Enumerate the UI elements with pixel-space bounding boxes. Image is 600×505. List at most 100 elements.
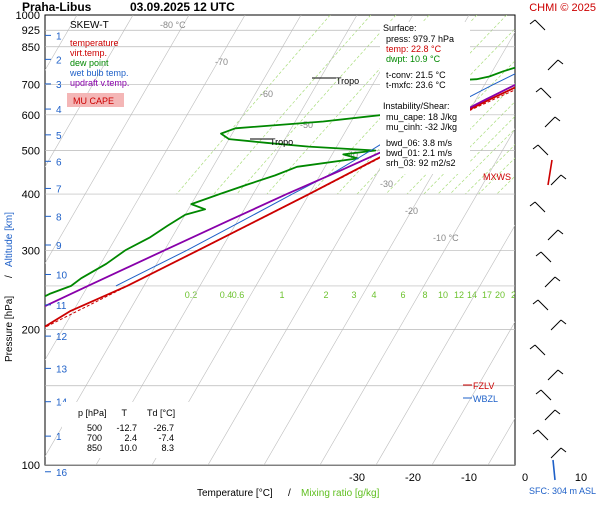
mixing-ratio-label: 0.6 xyxy=(232,290,245,300)
pressure-tick-label: 500 xyxy=(22,145,40,157)
sfc-label: SFC: 304 m ASL xyxy=(529,486,596,496)
wind-barb-staff xyxy=(540,251,552,263)
wind-barb-flag xyxy=(560,174,567,180)
x-axis-mixing-label: Mixing ratio [g/kg] xyxy=(301,488,380,499)
mixing-ratio-label: 0.4 xyxy=(220,290,233,300)
wind-barb-flag xyxy=(554,276,561,282)
wind-barb-flag xyxy=(535,251,542,257)
y-axis-label: Pressure [hPa] xyxy=(4,296,15,362)
altitude-tick-label: 13 xyxy=(56,364,68,375)
shear-title: Instability/Shear: xyxy=(383,101,450,111)
mixing-ratio-label: 12 xyxy=(454,290,464,300)
wind-barb-flag xyxy=(554,409,561,415)
y-axis-title: Pressure [hPa] / Altitude [km] xyxy=(4,212,15,362)
isotherm-label: -50 xyxy=(300,120,313,130)
sounding-datetime: 03.09.2025 12 UTC xyxy=(130,0,235,14)
wind-barb-flag xyxy=(554,116,561,122)
wind-barb-staff xyxy=(544,116,556,128)
srh-03-value: srh_03: 92 m2/s2 xyxy=(386,158,456,168)
wind-barb-staff xyxy=(537,299,549,311)
wind-barb-flag xyxy=(560,319,567,325)
mixing-ratio-label: 4 xyxy=(371,290,376,300)
wind-barb-staff xyxy=(537,429,549,441)
wind-barb-flag xyxy=(557,229,564,235)
station-name: Praha-Libus xyxy=(22,0,92,14)
wind-barb-flag xyxy=(557,59,564,65)
isotherm-line xyxy=(45,15,246,361)
wind-barb-staff xyxy=(550,447,562,459)
table-header-p: p [hPa] xyxy=(78,408,107,418)
isotherm-line xyxy=(431,321,515,465)
temperature-tick-label: 10 xyxy=(575,472,587,484)
copyright: CHMI © 2025 xyxy=(529,2,596,14)
mixing-ratio-label: 1 xyxy=(279,290,284,300)
isotherm-line xyxy=(45,15,190,264)
tropo-label-upper: Tropo xyxy=(336,76,359,86)
wind-barb-flag xyxy=(529,344,536,350)
mixing-ratio-label: 17 xyxy=(482,290,492,300)
mixing-ratio-label: 25 xyxy=(511,290,521,300)
isotherm-line xyxy=(45,15,302,457)
chart-title: SKEW-T xyxy=(70,20,109,31)
isotherm-label: -10 °C xyxy=(433,233,459,243)
mu-cape-value: mu_cape: 18 J/kg xyxy=(386,112,457,122)
isotherm-line xyxy=(151,15,414,465)
wind-barb-staff xyxy=(550,174,562,186)
pressure-tick-label: 850 xyxy=(22,42,40,54)
wind-barb-staff xyxy=(534,19,546,31)
surface-tconv: t-conv: 21.5 °C xyxy=(386,70,446,80)
pressure-tick-label: 300 xyxy=(22,245,40,257)
table-row-850-t: 10.0 xyxy=(119,443,137,453)
mu-cape-badge: MU CAPE xyxy=(73,96,114,106)
mixing-ratio-label: 8 xyxy=(422,290,427,300)
legend: SKEW-T temperature virt.temp. dew point … xyxy=(67,20,129,107)
wind-barb-staff xyxy=(544,276,556,288)
altitude-tick-label: 5 xyxy=(56,131,62,142)
temperature-tick-label: 0 xyxy=(522,472,528,484)
isotherm-label: -40 xyxy=(345,150,358,160)
table-row-700-p: 700 xyxy=(87,433,102,443)
legend-wet-bulb: wet bulb temp. xyxy=(69,68,129,78)
mxws-label: MXWS xyxy=(483,172,511,182)
mixing-ratio-label: 10 xyxy=(438,290,448,300)
wind-barb-surface xyxy=(552,459,556,481)
wind-barb-staff xyxy=(534,344,546,356)
bwd-01-value: bwd_01: 2.1 m/s xyxy=(386,148,453,158)
mixing-ratio-label: 3 xyxy=(351,290,356,300)
surface-temp: temp: 22.8 °C xyxy=(386,44,442,54)
wind-barb-flag xyxy=(560,447,567,453)
altitude-tick-label: 16 xyxy=(56,468,68,479)
altitude-tick-label: 15 xyxy=(56,432,68,443)
isotherm-label: -70 xyxy=(215,57,228,67)
isotherm-label: -80 °C xyxy=(160,20,186,30)
mixing-ratio-label: 0.2 xyxy=(185,290,198,300)
table-row-500-t: -12.7 xyxy=(116,423,137,433)
x-axis-label: Temperature [°C] xyxy=(197,488,273,499)
isotherm-label: -60 xyxy=(260,89,273,99)
temperature-tick-label: -20 xyxy=(405,472,421,484)
altitude-tick-label: 11 xyxy=(56,301,67,312)
wind-barb-flag xyxy=(529,201,536,207)
altitude-tick-label: 10 xyxy=(56,270,68,281)
wind-barb-staff xyxy=(537,144,549,156)
altitude-tick-label: 14 xyxy=(56,398,68,409)
sounding-table-bg xyxy=(62,402,192,458)
altitude-tick-label: 9 xyxy=(56,241,62,252)
isotherm-line xyxy=(95,15,358,465)
isotherm-line xyxy=(544,15,600,465)
surface-tmxfc: t-mxfc: 23.6 °C xyxy=(386,80,446,90)
pressure-tick-label: 200 xyxy=(22,325,40,337)
table-row-850-p: 850 xyxy=(87,443,102,453)
wind-barb-staff xyxy=(540,87,552,99)
isotherm-label: -30 xyxy=(380,179,393,189)
table-header-td: Td [°C] xyxy=(147,408,175,418)
axis-ticks: 1002003004005006007008509251000123456789… xyxy=(16,10,588,484)
legend-temperature: temperature xyxy=(70,38,119,48)
wind-barb-staff xyxy=(540,389,552,401)
wind-barb-flag xyxy=(532,299,539,305)
mixing-ratio-label: 6 xyxy=(400,290,405,300)
mixing-ratio-label: 2 xyxy=(323,290,328,300)
isotherm-label: -20 xyxy=(405,206,418,216)
wind-barb-staff xyxy=(547,229,559,241)
